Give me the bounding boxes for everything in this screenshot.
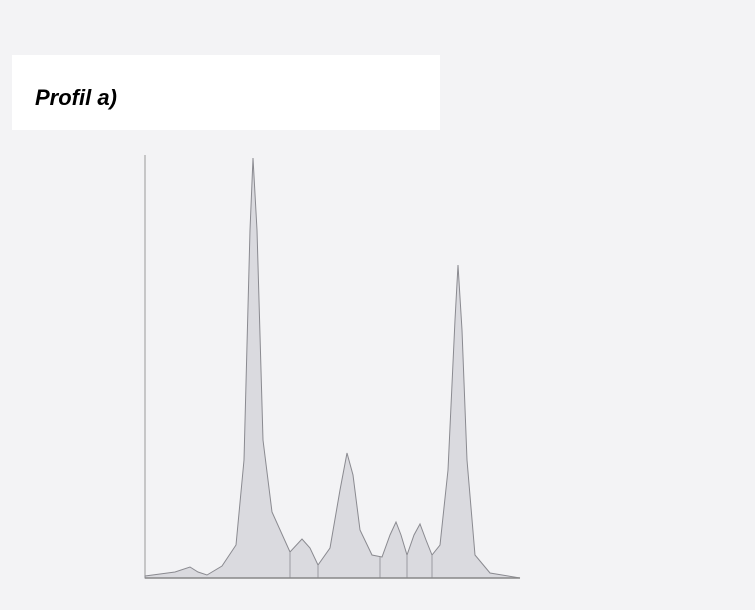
fraction-dividers [289,552,433,578]
profile-label: Profil a) [35,85,117,110]
profile-curve [144,157,521,579]
label-box: Profil a) [12,55,440,130]
